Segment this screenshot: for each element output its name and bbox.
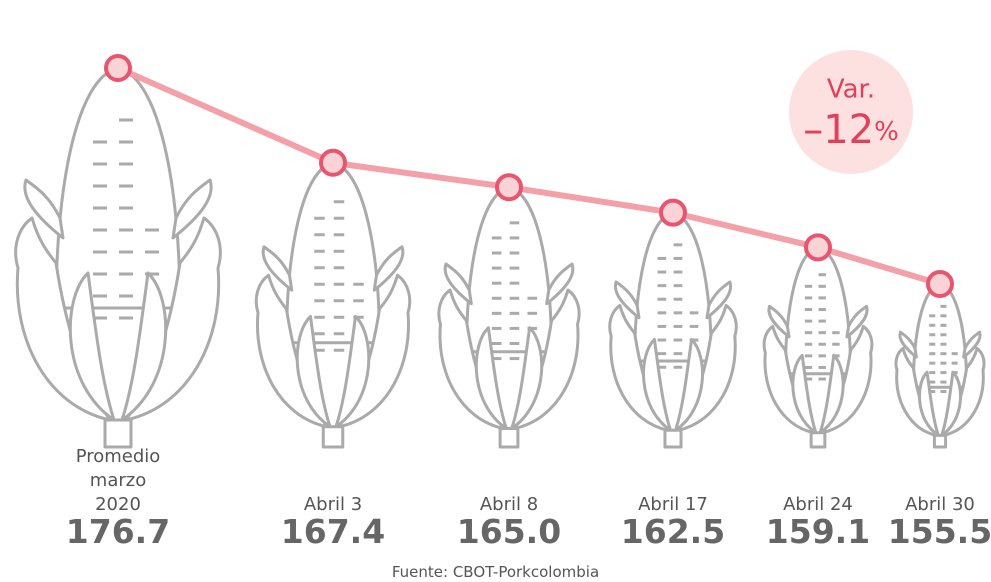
point (495, 173, 523, 202)
point (319, 148, 347, 177)
plot (104, 54, 954, 298)
category-text: Abril 17 (638, 494, 708, 515)
corn (610, 213, 737, 447)
inner-husk (122, 273, 166, 420)
category-label: Abril 30 (875, 455, 991, 517)
category-text: Abril 30 (905, 494, 975, 515)
badge-value: –12% (803, 107, 899, 153)
point (659, 198, 687, 227)
corn (439, 187, 579, 447)
category-text: Abril 8 (479, 494, 539, 515)
category-text: Abril 24 (783, 494, 853, 515)
leaf-tip (445, 264, 471, 304)
value-label: 159.1 (765, 512, 871, 551)
inner-husk (644, 339, 671, 430)
stem (500, 428, 518, 447)
category-label: Abril 24 (753, 455, 883, 517)
inner-husk (476, 328, 506, 429)
cob (287, 163, 380, 343)
inner-husk (793, 355, 816, 432)
badge (789, 50, 913, 174)
category-label: Promedio marzo 2020 (53, 446, 183, 517)
leaf-tip (847, 306, 867, 337)
value-label: 162.5 (620, 512, 726, 551)
leaf-tip (374, 247, 403, 290)
category-label: Abril 3 (268, 455, 398, 517)
stem (811, 433, 825, 447)
leaf-tip (900, 332, 916, 357)
leaf-tip (263, 247, 292, 290)
leaf-tip (769, 306, 789, 337)
cob (467, 187, 552, 352)
leaf-tip (615, 282, 639, 318)
source: Fuente: CBOT-Porkcolombia (391, 563, 600, 581)
leaf-tip (707, 282, 731, 318)
point (926, 270, 954, 298)
value-label: 155.5 (887, 512, 991, 551)
category-label: Abril 17 (608, 455, 738, 517)
inner-husk (512, 328, 542, 429)
inner-husk (297, 317, 330, 427)
stem (323, 427, 342, 447)
inner-husk (675, 339, 702, 430)
stem (934, 435, 945, 447)
cob (635, 213, 712, 361)
cob (56, 68, 180, 308)
cob (785, 247, 850, 373)
corn (764, 247, 872, 447)
cob (913, 284, 966, 387)
leaf-tip (547, 264, 573, 304)
inner-husk (942, 372, 961, 435)
value-label: 176.7 (65, 512, 171, 551)
inner-husk (70, 273, 114, 420)
corn (16, 68, 221, 447)
category-text: Promedio marzo 2020 (75, 446, 161, 515)
inner-husk (919, 372, 938, 435)
corn-group (16, 68, 984, 447)
value-label: 165.0 (456, 512, 562, 551)
point (104, 54, 132, 82)
stem (665, 430, 681, 447)
leaf-tip (964, 332, 980, 357)
inner-husk (336, 317, 369, 427)
category-label: Abril 8 (444, 455, 574, 517)
badge-unit: % (874, 117, 899, 147)
corn (256, 163, 409, 447)
leaf-tip (173, 180, 211, 238)
value-label: 167.4 (280, 512, 386, 551)
badge-number: –12 (803, 107, 874, 153)
price-line (116, 65, 941, 287)
point (804, 233, 832, 262)
inner-husk (820, 355, 843, 432)
category-text: Abril 3 (303, 494, 363, 515)
leaf-tip (25, 180, 63, 238)
corn (896, 284, 984, 447)
badge-title: Var. (827, 75, 875, 105)
stem (105, 420, 131, 447)
